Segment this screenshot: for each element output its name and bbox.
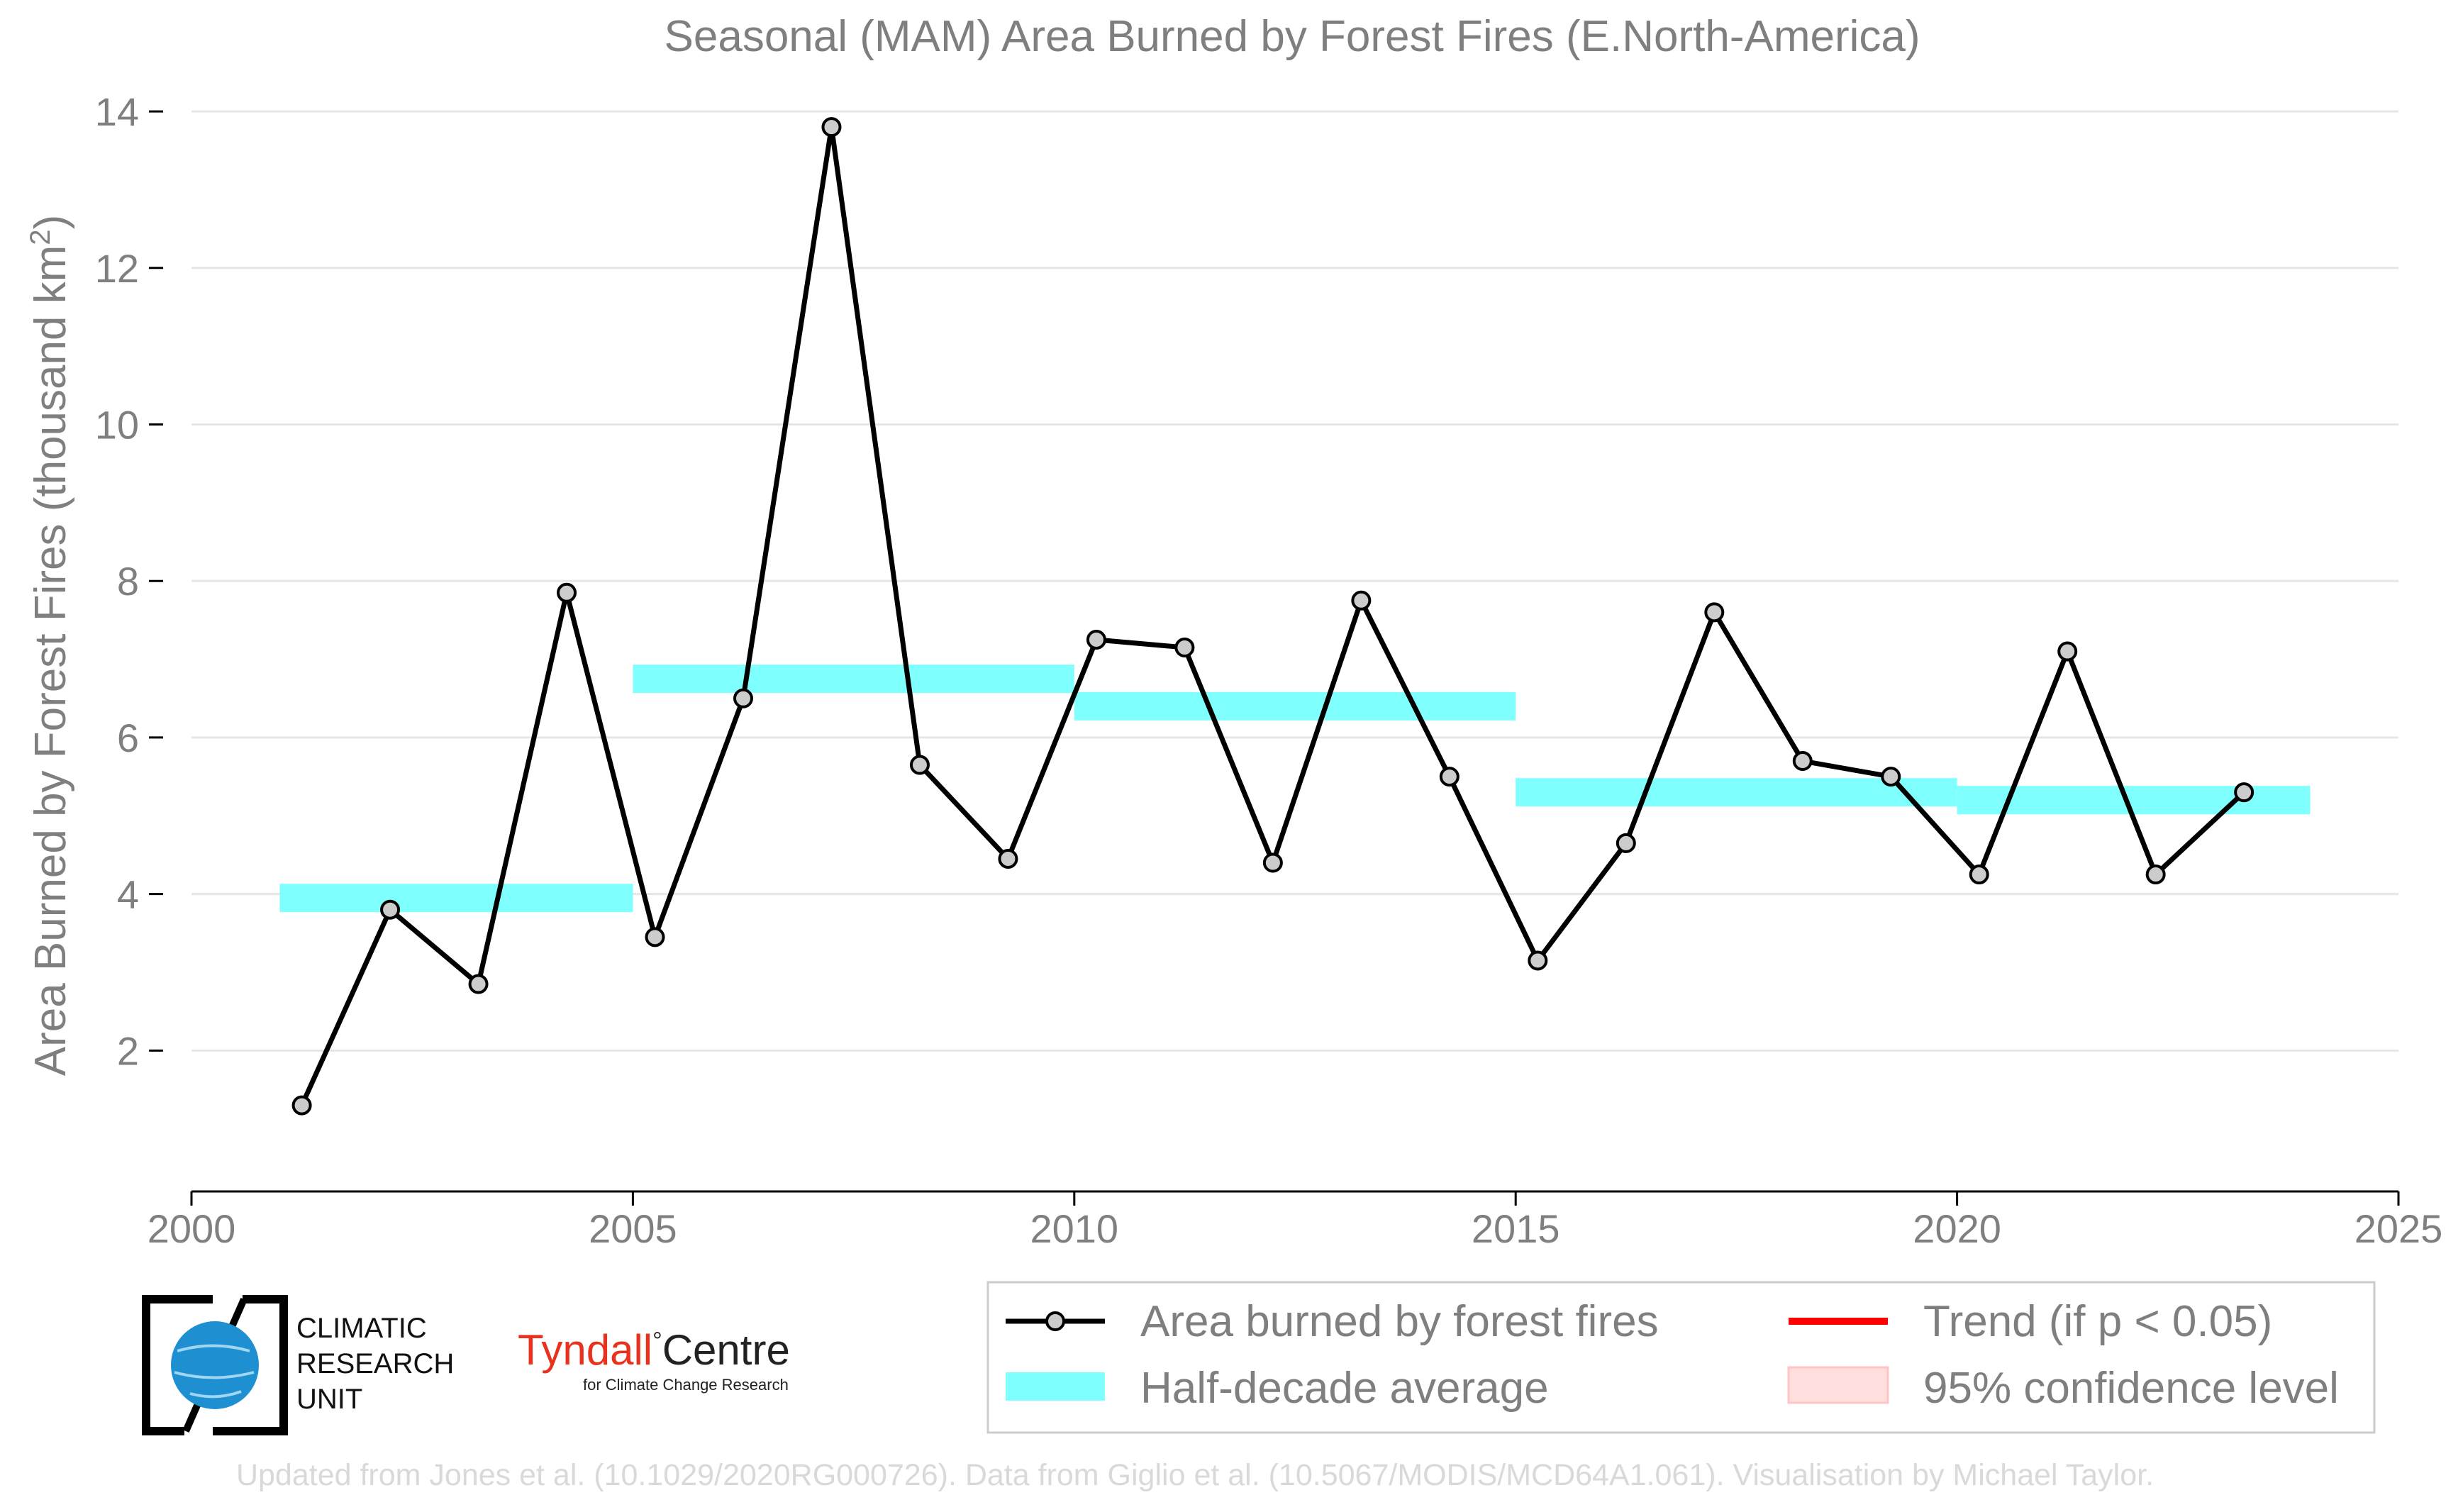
legend-item-trend: Trend (if p < 0.05) — [1789, 1297, 2272, 1346]
data-point — [909, 755, 930, 775]
legend-item-half-decade: Half-decade average — [1006, 1364, 1549, 1413]
cru-logo-bracket-icon — [142, 1295, 213, 1435]
cru-globe-lines-icon — [174, 1344, 255, 1399]
y-tick-label: 14 — [95, 89, 139, 134]
y-axis-label: Area Burned by Forest Fires (thousand km… — [25, 215, 75, 1077]
data-point — [2057, 641, 2078, 662]
data-point — [1528, 950, 1548, 971]
legend-swatch-confidence — [1787, 1366, 1889, 1404]
data-point — [1704, 602, 1725, 623]
data-point — [821, 117, 842, 138]
series-line — [299, 124, 2246, 1107]
data-point — [1351, 590, 1372, 611]
chart-title: Seasonal (MAM) Area Burned by Forest Fir… — [665, 12, 1920, 61]
data-point — [1262, 852, 1283, 873]
data-point — [1174, 638, 1195, 658]
credit-text: Updated from Jones et al. (10.1029/2020R… — [236, 1458, 2154, 1492]
tyndall-logo-wordmark: Tyndall°Centre — [518, 1326, 790, 1374]
x-tick-label: 2005 — [589, 1206, 677, 1251]
data-point — [468, 974, 489, 994]
cru-logo-text-line: CLIMATIC — [296, 1313, 427, 1344]
data-point — [733, 688, 753, 708]
legend-swatch-marker — [1045, 1311, 1065, 1331]
legend-item-confidence: 95% confidence level — [1787, 1364, 2339, 1413]
data-point — [1969, 865, 1989, 885]
y-axis-label-end: ) — [26, 215, 75, 230]
x-tick-label: 2015 — [1472, 1206, 1560, 1251]
data-point — [557, 582, 577, 603]
half-decade-band — [633, 665, 1074, 694]
x-axis-ticks: 2000 2005 2010 2015 2020 2025 — [148, 1191, 2443, 1251]
data-point — [1792, 751, 1813, 772]
data-point — [998, 848, 1018, 869]
x-tick-label: 2020 — [1913, 1206, 2001, 1251]
cru-logo-bracket-right-icon — [213, 1295, 288, 1435]
x-tick-label: 2025 — [2354, 1206, 2443, 1251]
y-axis-label-sup: 2 — [25, 229, 56, 245]
legend-swatch-band — [1006, 1372, 1105, 1401]
legend-item-area-burned: Area burned by forest fires — [1006, 1297, 1659, 1346]
y-tick-label: 8 — [117, 559, 139, 604]
tyndall-logo: Tyndall°Centre for Climate Change Resear… — [518, 1326, 790, 1394]
legend-label: Trend (if p < 0.05) — [1923, 1297, 2272, 1346]
cru-logo-text-line: UNIT — [296, 1384, 362, 1415]
y-tick-label: 6 — [117, 716, 139, 760]
data-point — [2234, 782, 2254, 803]
y-axis-label-main: Area Burned by Forest Fires (thousand km — [26, 245, 75, 1077]
legend-box — [986, 1281, 2376, 1434]
y-axis-ticks: 2 4 6 8 10 12 14 — [95, 89, 163, 1073]
cru-logo: CLIMATIC RESEARCH UNIT — [142, 1295, 454, 1435]
x-tick-label: 2000 — [148, 1206, 236, 1251]
y-tick-label: 4 — [117, 872, 139, 917]
half-decade-average-bands — [279, 665, 2311, 913]
half-decade-band — [1074, 691, 1516, 721]
cru-globe-icon — [171, 1321, 259, 1409]
legend-label: Area burned by forest fires — [1140, 1297, 1659, 1346]
area-burned-series — [291, 117, 2254, 1116]
data-point — [2145, 865, 2166, 885]
cru-logo-text-line: RESEARCH — [296, 1348, 454, 1379]
data-point — [1616, 833, 1636, 853]
data-point — [1881, 767, 1901, 787]
legend-label: Half-decade average — [1140, 1364, 1549, 1413]
legend: Area burned by forest fires Trend (if p … — [986, 1281, 2376, 1434]
tyndall-logo-subtitle: for Climate Change Research — [583, 1376, 789, 1394]
x-tick-label: 2010 — [1030, 1206, 1119, 1251]
data-point — [291, 1095, 312, 1116]
y-tick-label: 2 — [117, 1028, 139, 1073]
tyndall-logo-name: Tyndall — [518, 1326, 652, 1374]
data-point — [380, 899, 401, 920]
half-decade-band — [279, 884, 633, 913]
tyndall-logo-centre: Centre — [662, 1326, 790, 1374]
data-point — [1086, 629, 1106, 650]
y-tick-label: 12 — [95, 246, 139, 291]
data-point — [1439, 767, 1460, 787]
y-tick-label: 10 — [95, 403, 139, 448]
data-point — [645, 927, 665, 947]
tyndall-logo-degree: ° — [652, 1328, 662, 1355]
legend-label: 95% confidence level — [1923, 1364, 2339, 1413]
